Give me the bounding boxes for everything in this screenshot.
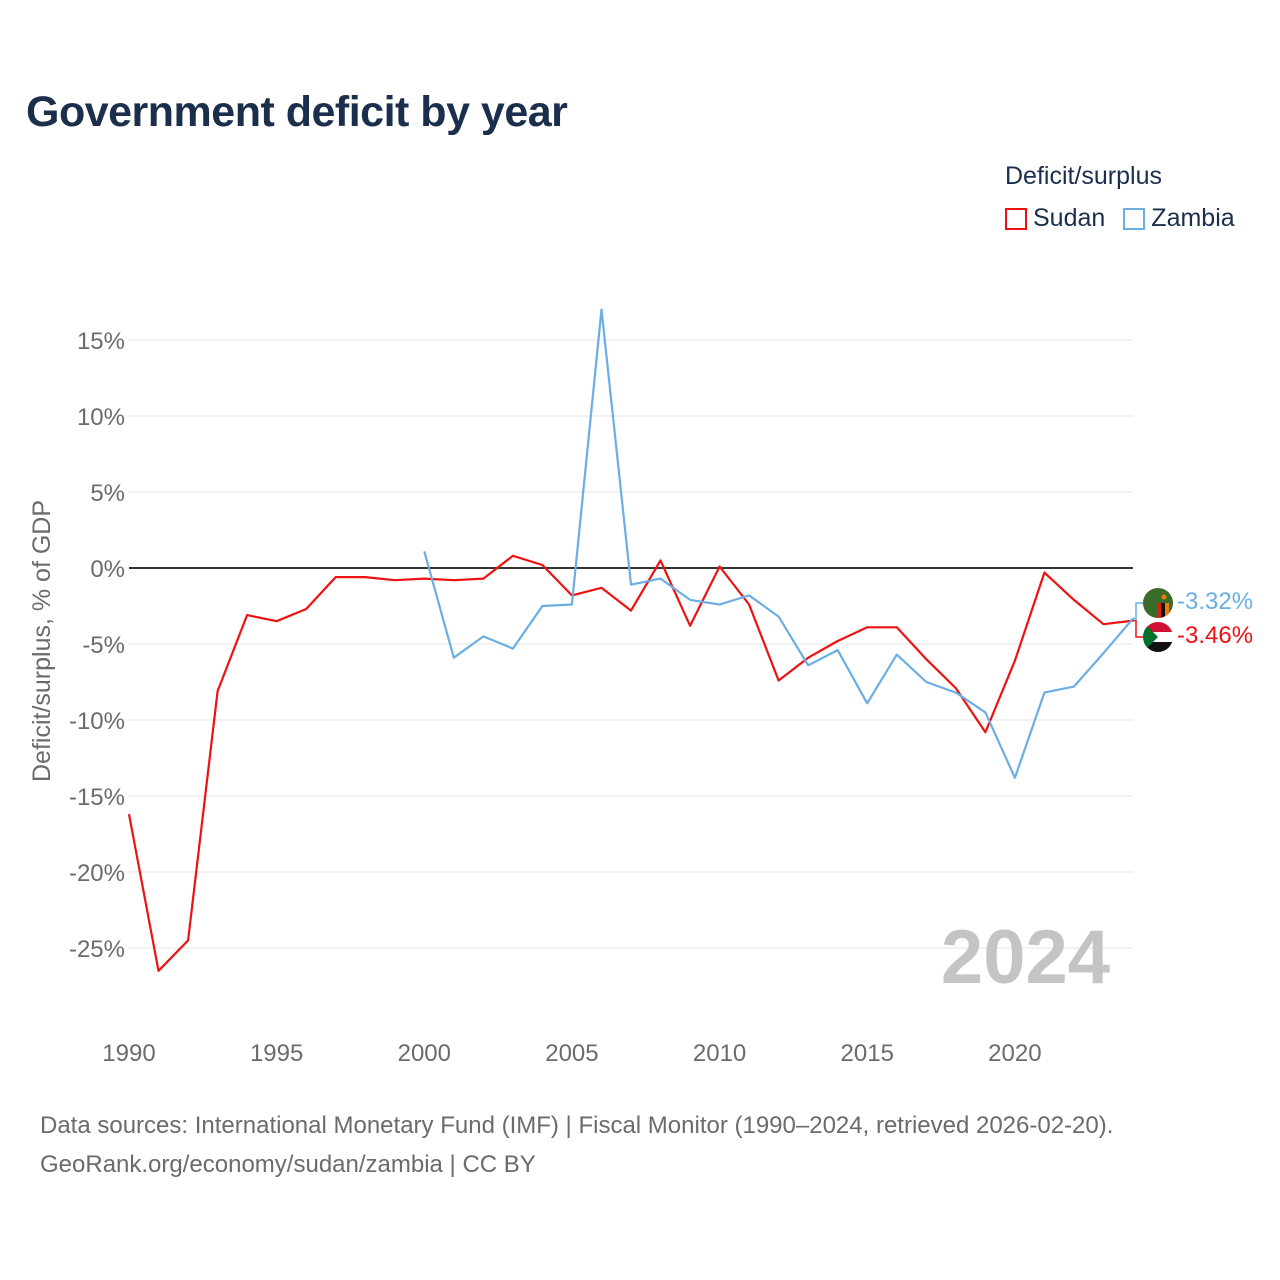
end-label-zambia: -3.32% xyxy=(1177,588,1253,615)
y-tick-label: -15% xyxy=(69,784,125,811)
y-tick-label: -5% xyxy=(82,632,125,659)
x-tick-label: 2015 xyxy=(841,1040,894,1067)
legend-swatch-zambia xyxy=(1123,207,1146,230)
legend-item-zambia[interactable]: Zambia xyxy=(1123,204,1235,233)
y-axis-ticks: 15% 10% 5% 0% -5% -10% -15% -20% -25% xyxy=(69,328,125,963)
gridlines xyxy=(129,339,1133,949)
y-tick-label: -20% xyxy=(69,860,125,887)
legend-swatch-sudan xyxy=(1005,207,1027,230)
y-tick-label: 5% xyxy=(90,480,125,507)
source-line-1: Data sources: International Monetary Fun… xyxy=(40,1112,1114,1139)
x-tick-label: 2020 xyxy=(988,1040,1041,1067)
series-line-zambia[interactable] xyxy=(423,308,1134,779)
y-tick-label: 0% xyxy=(90,556,125,583)
chart-title: Government deficit by year xyxy=(26,88,568,136)
y-tick-label: 15% xyxy=(77,328,125,355)
end-connector-zambia xyxy=(1133,602,1143,620)
x-tick-label: 1995 xyxy=(250,1040,303,1067)
x-tick-label: 2000 xyxy=(398,1040,451,1067)
legend-label-zambia: Zambia xyxy=(1151,204,1235,232)
series-line-sudan[interactable] xyxy=(127,554,1134,972)
legend-title: Deficit/surplus xyxy=(1005,162,1162,190)
year-watermark: 2024 xyxy=(941,915,1110,1000)
legend-item-sudan[interactable]: Sudan xyxy=(1005,204,1105,233)
x-tick-label: 2005 xyxy=(545,1040,598,1067)
series-lines xyxy=(127,308,1134,972)
legend: Sudan Zambia xyxy=(1005,204,1253,233)
end-connector-sudan xyxy=(1133,619,1143,638)
x-axis-ticks: 1990 1995 2000 2005 2010 2015 2020 xyxy=(102,1040,1041,1067)
legend-label-sudan: Sudan xyxy=(1033,204,1106,232)
end-labels: -3.32% -3.46% xyxy=(1133,588,1253,652)
y-axis-label: Deficit/surplus, % of GDP xyxy=(28,500,56,782)
x-tick-label: 1990 xyxy=(102,1040,155,1067)
source-note: Data sources: International Monetary Fun… xyxy=(40,1106,1113,1184)
y-tick-label: 10% xyxy=(77,404,125,431)
end-label-sudan: -3.46% xyxy=(1177,622,1253,649)
x-tick-label: 2010 xyxy=(693,1040,746,1067)
y-tick-label: -25% xyxy=(69,936,125,963)
source-line-2[interactable]: GeoRank.org/economy/sudan/zambia | CC BY xyxy=(40,1151,536,1178)
y-tick-label: -10% xyxy=(69,708,125,735)
